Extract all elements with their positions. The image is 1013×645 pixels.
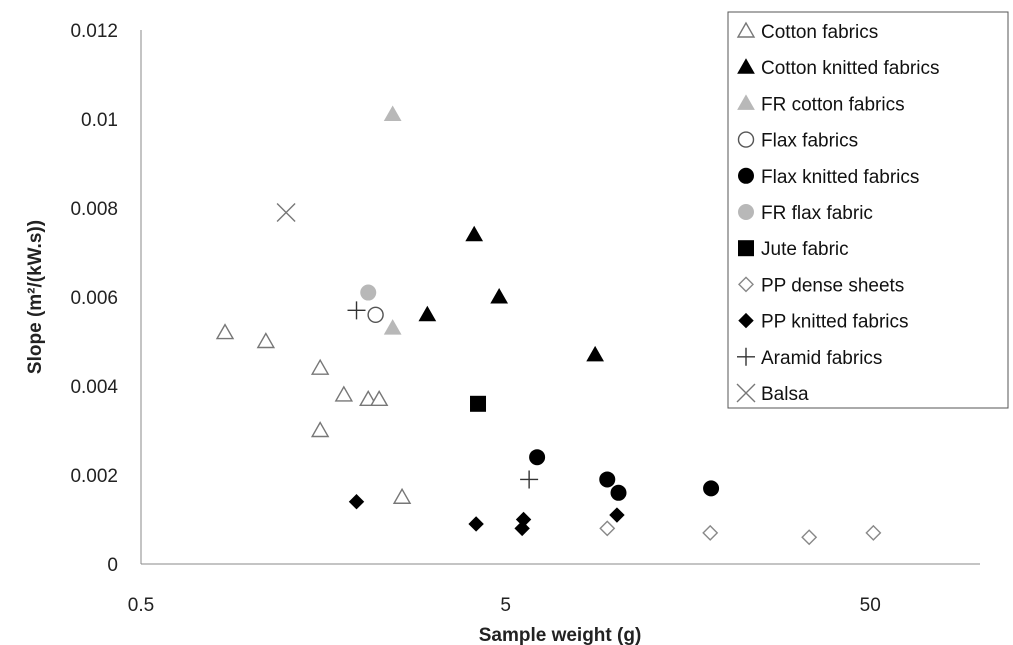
x-tick-label: 5 xyxy=(500,595,511,616)
data-point xyxy=(610,484,627,501)
legend-item: Flax fabrics xyxy=(737,131,858,152)
legend-item: PP dense sheets xyxy=(738,275,904,296)
x-tick-label: 50 xyxy=(860,595,881,616)
legend-box xyxy=(727,11,1009,409)
legend-label: Flax fabrics xyxy=(761,131,858,152)
data-point xyxy=(468,516,484,532)
data-point xyxy=(465,225,484,242)
data-point xyxy=(520,470,539,489)
data-point xyxy=(276,202,296,222)
data-point xyxy=(586,345,604,362)
data-point xyxy=(256,332,276,349)
legend-item: Aramid fabrics xyxy=(737,348,882,369)
legend-item: FR flax fabric xyxy=(738,203,873,224)
legend-item: Balsa xyxy=(736,383,809,405)
legend-item: PP knitted fabrics xyxy=(738,312,909,333)
y-axis-title: Slope (m²/(kW.s)) xyxy=(25,220,46,374)
data-point xyxy=(599,471,616,488)
data-point xyxy=(369,389,389,407)
legend-marker xyxy=(736,21,756,38)
y-tick-label: 0.004 xyxy=(70,377,118,398)
data-point xyxy=(383,105,402,122)
data-point xyxy=(347,301,366,320)
data-point xyxy=(702,524,719,541)
legend-marker xyxy=(738,167,754,184)
data-point xyxy=(703,480,720,497)
legend-label: PP dense sheets xyxy=(761,275,904,296)
legend-marker xyxy=(737,131,755,148)
legend-item: Cotton fabrics xyxy=(736,21,878,43)
x-axis-title: Sample weight (g) xyxy=(479,625,642,645)
data-point xyxy=(392,487,412,504)
y-tick-label: 0.012 xyxy=(70,21,118,42)
data-point xyxy=(865,524,882,541)
data-point xyxy=(801,529,818,546)
legend-marker xyxy=(738,312,754,329)
data-point xyxy=(514,520,530,537)
y-tick-label: 0.006 xyxy=(70,288,118,309)
legend-marker xyxy=(737,94,755,110)
legend-label: FR cotton fabrics xyxy=(761,94,905,115)
data-point xyxy=(383,319,402,335)
legend-item: Cotton knitted fabrics xyxy=(737,58,939,79)
data-point xyxy=(490,287,509,304)
data-point xyxy=(334,385,354,402)
y-tick-label: 0 xyxy=(107,555,118,576)
legend-marker xyxy=(738,240,754,257)
data-point xyxy=(609,507,625,523)
legend-item: Flax knitted fabrics xyxy=(738,167,919,188)
data-points xyxy=(215,105,882,546)
data-point xyxy=(418,305,437,322)
data-point xyxy=(360,284,377,301)
data-point xyxy=(367,306,384,323)
data-point xyxy=(470,395,487,412)
y-tick-label: 0.002 xyxy=(70,466,118,487)
x-tick-label: 0.5 xyxy=(128,595,154,616)
y-tick-labels: 0 0.002 0.004 0.006 0.008 0.01 0.012 xyxy=(70,21,118,576)
legend-label: Jute fabric xyxy=(761,239,849,260)
legend-marker xyxy=(738,204,754,220)
data-point xyxy=(215,323,235,340)
legend-label: PP knitted fabrics xyxy=(761,312,909,333)
axes xyxy=(140,30,980,565)
data-point xyxy=(310,358,330,375)
legend-label: Cotton knitted fabrics xyxy=(761,58,939,79)
legend-label: Cotton fabrics xyxy=(761,22,878,43)
x-tick-labels: 0.5 5 50 xyxy=(128,595,881,616)
legend: Cotton fabrics Cotton knitted fabrics FR c… xyxy=(727,11,1009,409)
data-point xyxy=(348,493,365,510)
legend-item: FR cotton fabrics xyxy=(737,94,905,115)
legend-items: Cotton fabrics Cotton knitted fabrics FR c… xyxy=(736,21,939,405)
legend-marker xyxy=(737,58,755,74)
data-point xyxy=(529,449,546,466)
legend-label: Aramid fabrics xyxy=(761,348,882,369)
legend-marker xyxy=(736,383,756,403)
legend-marker xyxy=(737,347,755,366)
legend-label: Balsa xyxy=(761,384,809,405)
legend-label: Flax knitted fabrics xyxy=(761,167,919,188)
y-tick-label: 0.01 xyxy=(81,110,118,131)
legend-marker xyxy=(738,276,754,293)
y-tick-label: 0.008 xyxy=(70,199,118,220)
data-point xyxy=(310,421,330,438)
data-point xyxy=(599,520,616,537)
legend-item: Jute fabric xyxy=(738,239,849,260)
legend-label: FR flax fabric xyxy=(761,203,873,224)
data-point xyxy=(359,389,378,407)
